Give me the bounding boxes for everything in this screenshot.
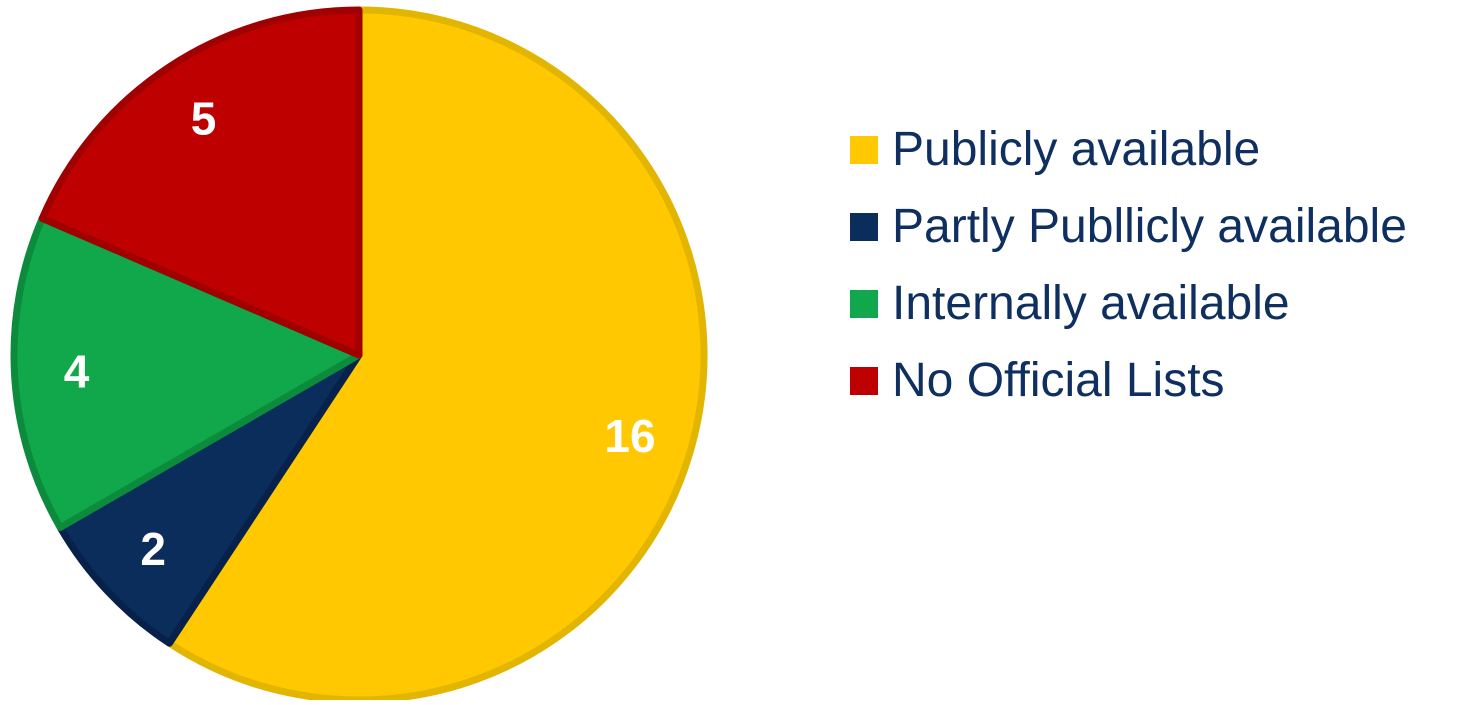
data-label: 2	[140, 523, 166, 575]
legend-item-partly-publicly-available: Partly Publlicly available	[850, 195, 1470, 259]
legend-label: Internally available	[892, 277, 1290, 330]
data-label: 4	[64, 345, 90, 397]
pie-slice-no-official-lists	[38, 6, 363, 359]
legend-label: Publicly available	[892, 123, 1261, 176]
data-label: 16	[604, 410, 655, 462]
legend-swatch	[850, 290, 878, 318]
data-label: 5	[191, 93, 217, 145]
legend: Publicly available Partly Publlicly avai…	[850, 118, 1470, 426]
legend-label: No Official Lists	[892, 354, 1225, 407]
legend-item-no-official-lists: No Official Lists	[850, 349, 1470, 413]
legend-item-internally-available: Internally available	[850, 272, 1470, 336]
pie-svg: 16 2 4 5	[10, 6, 708, 704]
legend-swatch	[850, 367, 878, 395]
pie-slice-partly-publlicly-available	[56, 351, 363, 647]
legend-item-publicly-available: Publicly available	[850, 118, 1470, 182]
legend-swatch	[850, 213, 878, 241]
legend-label: Partly Publlicly available	[892, 200, 1407, 253]
pie-slice-internally-available	[10, 214, 363, 531]
legend-swatch	[850, 136, 878, 164]
